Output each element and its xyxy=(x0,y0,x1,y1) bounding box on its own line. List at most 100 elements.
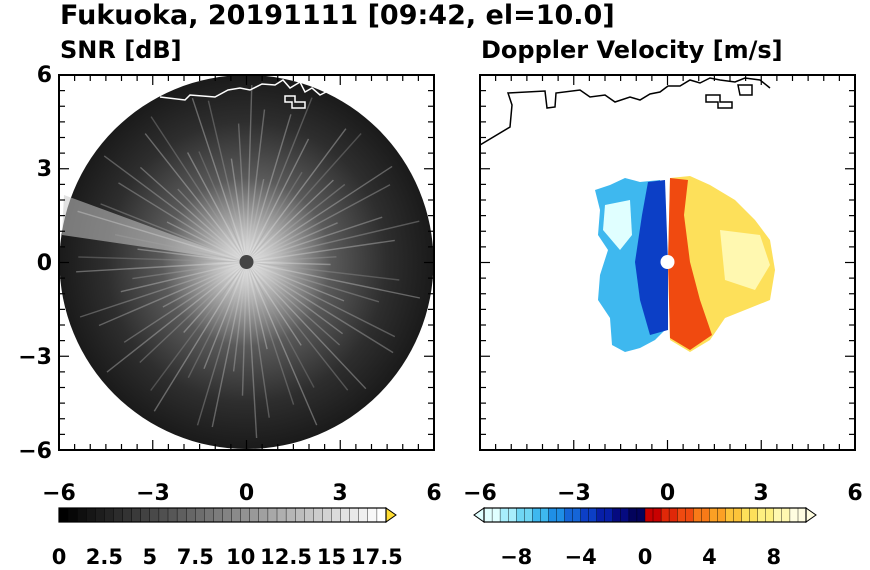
snr-panel-title: SNR [dB] xyxy=(60,36,182,64)
snr-ray xyxy=(246,261,400,281)
snr-ray xyxy=(245,171,303,263)
snr-colorbar-cell xyxy=(313,507,323,523)
snr-ray xyxy=(245,128,347,263)
doppler-colorbar-cell xyxy=(628,507,638,523)
snr-ray xyxy=(245,261,315,388)
snr-ray xyxy=(246,216,383,263)
doppler-colorbar-label: 8 xyxy=(766,545,781,569)
snr-minor-ticks xyxy=(58,74,435,451)
doppler-coastline xyxy=(480,77,771,146)
snr-ray xyxy=(246,184,391,263)
doppler-colorbar-cell xyxy=(604,507,614,523)
snr-ray xyxy=(245,97,313,263)
snr-colorbar-cell xyxy=(231,507,242,523)
doppler-colorbar-cell xyxy=(499,507,509,523)
snr-ytick-neg6: −6 xyxy=(18,439,52,464)
snr-ray xyxy=(150,116,248,263)
snr-coastline xyxy=(159,79,331,101)
snr-ray xyxy=(132,261,247,280)
snr-colorbar-label: 2.5 xyxy=(86,545,123,569)
snr-center-marker xyxy=(239,255,254,269)
snr-ray xyxy=(114,234,247,263)
snr-colorbar-cell xyxy=(104,507,115,523)
doppler-colorbar-cell xyxy=(701,507,710,523)
snr-ray xyxy=(245,261,318,426)
snr-colorbar-cell xyxy=(95,507,105,523)
snr-colorbar-cell xyxy=(276,507,287,523)
snr-ray xyxy=(246,261,421,299)
snr-ray xyxy=(162,261,247,308)
doppler-colorbar-cell xyxy=(636,507,646,523)
doppler-xtick-neg3: −3 xyxy=(557,481,591,506)
snr-colorbar-cell xyxy=(158,507,169,523)
doppler-colorbar-cell xyxy=(733,507,743,523)
snr-ray xyxy=(177,188,248,263)
snr-ray xyxy=(139,166,247,263)
snr-colorbar-cell xyxy=(367,507,378,523)
snr-ray xyxy=(198,151,248,263)
snr-xtick-neg3: −3 xyxy=(136,481,170,506)
snr-ray xyxy=(245,109,266,263)
snr-ytick-0: 0 xyxy=(37,251,52,276)
snr-ray xyxy=(246,261,345,302)
snr-ray xyxy=(118,182,247,263)
doppler-colorbar-cell xyxy=(685,507,694,523)
snr-colorbar-label: 0 xyxy=(52,545,67,569)
snr-ray xyxy=(207,100,248,263)
snr-ray xyxy=(246,261,394,354)
doppler-xtick-0: 0 xyxy=(660,481,675,506)
snr-colorbar-cell xyxy=(267,507,278,523)
snr-colorbar-label: 10 xyxy=(226,545,255,569)
doppler-colorbar-cell xyxy=(789,507,799,523)
snr-colorbar-cell xyxy=(349,507,360,523)
doppler-colorbar-frame xyxy=(483,507,807,523)
snr-colorbar xyxy=(58,507,397,523)
doppler-colorbar-cell xyxy=(765,507,775,523)
snr-ray xyxy=(120,261,247,293)
doppler-colorbar-cell xyxy=(588,507,598,523)
doppler-colorbar-cell xyxy=(491,507,501,523)
snr-xtick-0: 0 xyxy=(239,481,254,506)
snr-ray xyxy=(246,261,380,303)
snr-colorbar-cell xyxy=(258,507,269,523)
snr-ray xyxy=(203,261,248,369)
snr-colorbar-cell xyxy=(176,507,187,523)
doppler-colorbar-cell xyxy=(524,507,533,523)
doppler-colorbar-cell xyxy=(548,507,558,523)
snr-ray xyxy=(245,261,258,439)
doppler-positive-light xyxy=(720,230,770,290)
doppler-colorbar-cell xyxy=(660,507,670,523)
snr-ray xyxy=(245,261,268,350)
doppler-colorbar-cell xyxy=(725,507,735,523)
snr-ray xyxy=(246,256,337,263)
snr-ray xyxy=(246,239,395,263)
snr-ray xyxy=(246,261,396,338)
snr-colorbar-label: 12.5 xyxy=(260,545,312,569)
snr-ray xyxy=(246,183,346,263)
doppler-colorbar-cell xyxy=(717,507,727,523)
snr-ytick-neg3: −3 xyxy=(18,345,52,370)
snr-ray xyxy=(196,261,248,426)
snr-colorbar-cell xyxy=(149,507,160,523)
doppler-colorbar-label: 0 xyxy=(638,545,653,569)
snr-colorbar-cell xyxy=(240,507,251,523)
snr-colorbar-label: 5 xyxy=(142,545,157,569)
doppler-colorbar-cell xyxy=(540,507,549,523)
snr-colorbar-cell xyxy=(167,507,178,523)
doppler-colorbar-cell xyxy=(668,507,678,523)
doppler-colorbar-labels: −8 −4 0 4 8 xyxy=(500,545,781,569)
snr-colorbar-cell xyxy=(204,507,214,523)
doppler-colorbar-cell xyxy=(741,507,751,523)
doppler-colorbar-cell xyxy=(757,507,767,523)
doppler-xtick-6: 6 xyxy=(847,481,862,506)
snr-ray xyxy=(245,261,349,391)
snr-colorbar-label: 17.5 xyxy=(351,545,403,569)
snr-ray xyxy=(245,261,367,390)
snr-ray xyxy=(230,158,248,263)
snr-ray xyxy=(103,155,247,263)
doppler-negative-light xyxy=(603,200,632,250)
snr-ray xyxy=(98,261,247,327)
snr-coast-island xyxy=(284,95,306,109)
doppler-xtick-3: 3 xyxy=(753,481,768,506)
